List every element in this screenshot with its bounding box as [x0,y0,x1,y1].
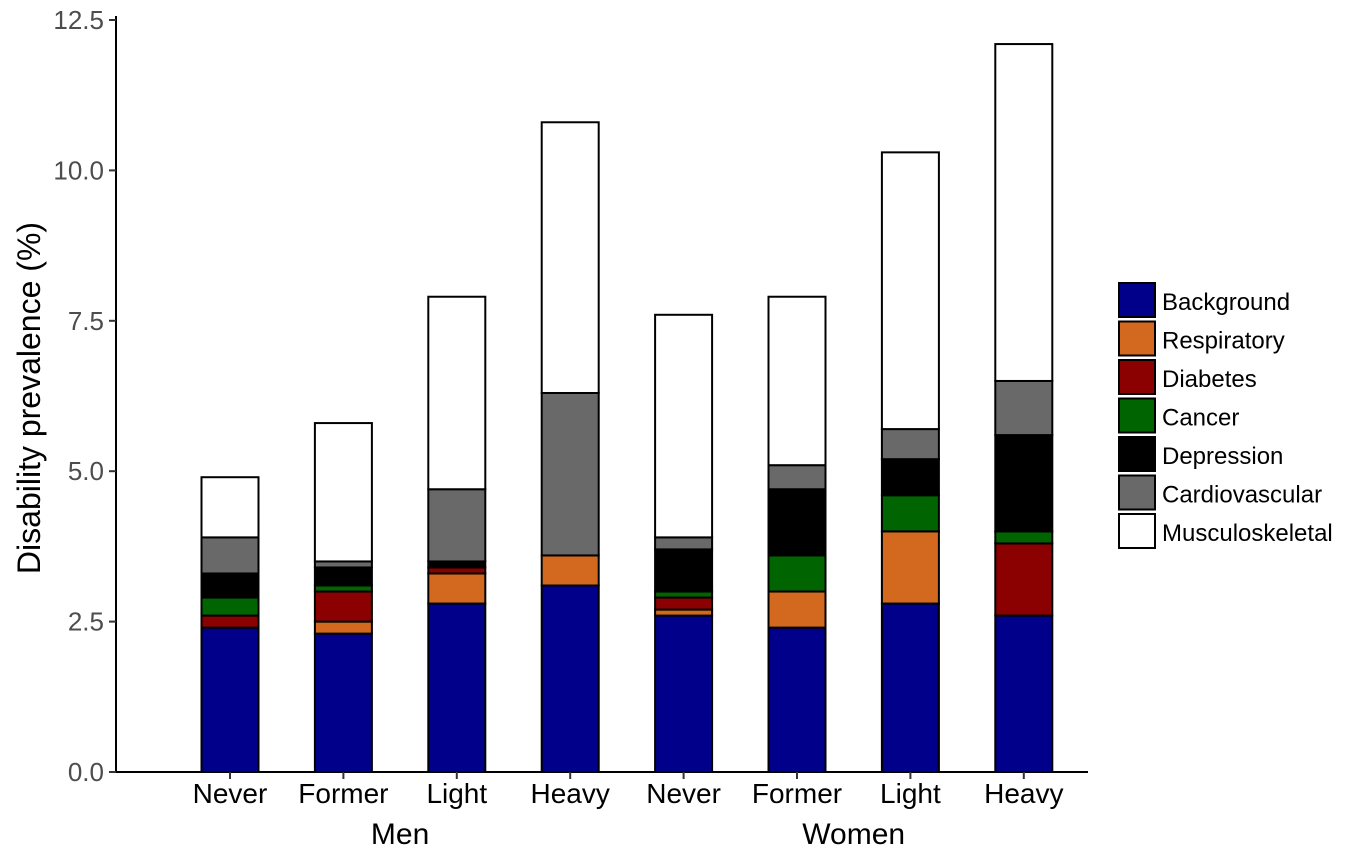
legend-label: Musculoskeletal [1162,520,1333,547]
bar-segment-cancer [994,530,1054,545]
x-tick-label: Former [298,778,388,809]
y-tick-label: 7.5 [68,306,104,336]
legend-key-cardiovascular [1118,474,1156,511]
bar-segment-musculoskeletal [540,121,600,394]
bar-segment-depression [313,566,373,587]
bar-segment-cardiovascular [767,464,827,491]
bar-segment-cancer [767,554,827,593]
x-tick-label: Light [880,778,941,809]
x-tick-label: Heavy [984,778,1063,809]
bar-segment-depression [767,488,827,557]
bar-segment-respiratory [880,530,940,605]
x-tick-label: Heavy [531,778,610,809]
bar-segment-background [313,632,373,774]
legend-key-diabetes [1118,359,1156,395]
bar-segment-background [540,584,600,774]
legend-key-background [1118,282,1156,318]
bar-segment-depression [880,458,940,497]
bar-segment-musculoskeletal [200,476,260,539]
legend-key-musculoskeletal [1118,513,1156,549]
bar-segment-cardiovascular [994,379,1054,437]
bar-segment-musculoskeletal [654,313,714,539]
y-tick-label: 5.0 [68,456,104,486]
bar-segment-diabetes [994,542,1054,617]
legend-key-depression [1118,436,1156,472]
legend-key-cancer [1118,397,1156,434]
bar-segment-cardiovascular [654,536,714,551]
x-tick-label: Light [426,778,487,809]
bar-segment-background [654,614,714,773]
legend-label: Background [1162,289,1290,316]
bar-segment-depression [994,434,1054,533]
legend-label: Respiratory [1162,328,1285,355]
bar-segment-respiratory [540,554,600,587]
bar-segment-musculoskeletal [427,295,487,491]
bar-segment-cardiovascular [540,391,600,557]
bar-segment-respiratory [767,590,827,629]
group-label-men: Men [371,818,429,850]
y-axis: 0.0 2.5 5.0 7.5 10.0 12.5 [53,5,117,787]
legend-label: Diabetes [1162,366,1257,393]
y-tick-label: 0.0 [68,757,104,787]
bar-segment-respiratory [313,620,373,635]
bar-segment-background [767,626,827,774]
legend-key-respiratory [1118,320,1156,357]
bar-segment-diabetes [313,590,373,623]
bar-segment-musculoskeletal [767,295,827,467]
bar-segment-cardiovascular [880,428,940,461]
legend-label: Cancer [1162,405,1239,432]
y-tick-label: 10.0 [53,155,104,185]
x-tick-label: Never [193,778,268,809]
x-axis: Never Former Light Heavy Never Former Light Hea… [116,771,1088,850]
bar-segment-respiratory [427,572,487,605]
legend-label: Depression [1162,443,1283,470]
group-label-women: Women [802,818,905,850]
bar-segment-musculoskeletal [994,43,1054,382]
bar-segment-cancer [200,596,260,617]
bar-segment-cardiovascular [427,488,487,563]
bar-segment-depression [654,548,714,593]
x-tick-label: Never [646,778,721,809]
bar-segment-diabetes [200,614,260,629]
bar-segment-background [427,602,487,773]
y-axis-title: Disability prevalence (%) [11,222,47,574]
bar-segment-background [880,602,940,773]
bars-layer [200,43,1054,774]
legend: Background Respiratory Diabetes Cancer Depre… [1118,282,1333,549]
bar-segment-background [200,626,260,774]
x-tick-label: Former [752,778,842,809]
bar-segment-background [994,614,1054,773]
bar-segment-musculoskeletal [313,422,373,563]
y-tick-label: 2.5 [68,607,104,637]
y-tick-label: 12.5 [53,5,104,35]
bar-segment-depression [200,572,260,599]
legend-label: Cardiovascular [1162,482,1322,509]
bar-segment-musculoskeletal [880,151,940,431]
bar-segment-cancer [880,494,940,533]
bar-segment-cardiovascular [200,536,260,575]
bar-segment-diabetes [654,596,714,611]
